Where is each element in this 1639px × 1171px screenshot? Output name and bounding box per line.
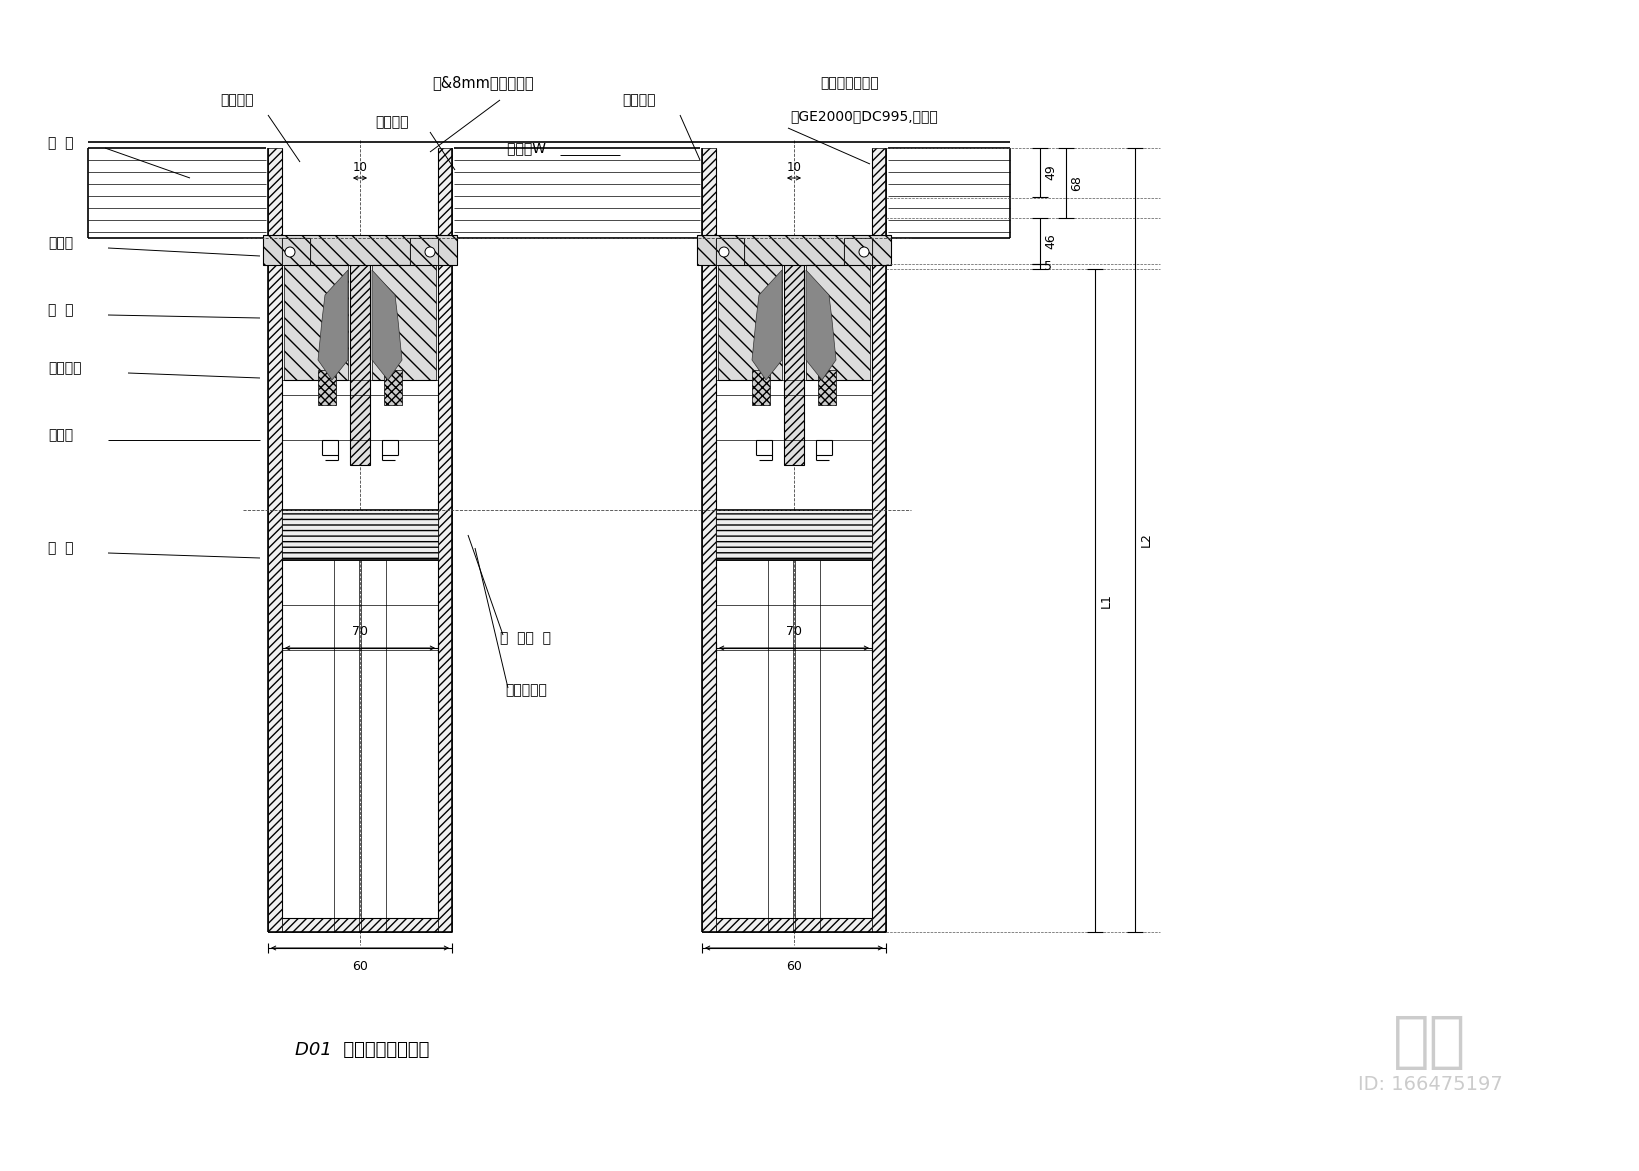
Text: L1: L1 <box>1100 593 1113 608</box>
Text: 挡风胶条: 挡风胶条 <box>621 93 656 107</box>
Circle shape <box>718 247 729 256</box>
Bar <box>349 235 370 465</box>
Bar <box>438 148 452 932</box>
Text: L2: L2 <box>1139 533 1152 547</box>
Bar <box>752 370 770 405</box>
Text: 摩擦锁杆: 摩擦锁杆 <box>48 361 82 375</box>
Circle shape <box>425 247 434 256</box>
Text: ID: 166475197: ID: 166475197 <box>1357 1075 1501 1095</box>
Bar <box>716 511 872 560</box>
Text: 耐候硅酮密封胶: 耐候硅酮密封胶 <box>820 76 879 90</box>
Text: （&8mm浮法白片）: （&8mm浮法白片） <box>431 75 533 90</box>
Bar <box>282 918 438 932</box>
Text: 60: 60 <box>352 959 367 972</box>
Bar <box>318 370 336 405</box>
Bar <box>262 235 457 265</box>
Bar <box>701 148 716 932</box>
Text: 46: 46 <box>1044 233 1057 249</box>
Text: 68: 68 <box>1069 174 1082 191</box>
Text: D01  玻璃幕墙竖框节点: D01 玻璃幕墙竖框节点 <box>295 1041 429 1059</box>
Text: 横  ：：  框: 横 ：： 框 <box>500 631 551 645</box>
Text: 格尺寸W: 格尺寸W <box>493 141 546 155</box>
Bar <box>267 148 282 932</box>
Bar <box>372 265 436 381</box>
Polygon shape <box>372 271 402 381</box>
Text: 胶  条: 胶 条 <box>48 136 74 150</box>
Text: 70: 70 <box>352 625 367 638</box>
Bar <box>716 918 872 932</box>
Text: 框中心胶条: 框中心胶条 <box>505 683 546 697</box>
Bar <box>410 238 438 265</box>
Bar <box>783 235 803 465</box>
Text: 玻璃钩边: 玻璃钩边 <box>220 93 254 107</box>
Bar <box>384 370 402 405</box>
Bar <box>697 235 890 265</box>
Bar <box>716 238 744 265</box>
Text: 49: 49 <box>1044 165 1057 180</box>
Bar <box>805 265 869 381</box>
Bar <box>718 265 782 381</box>
Text: 扇附框: 扇附框 <box>48 237 74 249</box>
Bar <box>844 238 872 265</box>
Text: 知末: 知末 <box>1393 1013 1465 1071</box>
Circle shape <box>859 247 869 256</box>
Circle shape <box>285 247 295 256</box>
Bar <box>282 238 310 265</box>
Bar <box>282 511 438 560</box>
Text: 胶  条: 胶 条 <box>48 303 74 317</box>
Bar <box>872 148 885 932</box>
Text: 60: 60 <box>785 959 801 972</box>
Text: （GE2000或DC995,黑色）: （GE2000或DC995,黑色） <box>790 109 938 123</box>
Text: 摩擦片: 摩擦片 <box>48 427 74 441</box>
Text: 70: 70 <box>785 625 801 638</box>
Text: 竖  框: 竖 框 <box>48 541 74 555</box>
Bar <box>284 265 347 381</box>
Polygon shape <box>805 271 836 381</box>
Polygon shape <box>318 271 347 381</box>
Text: 5: 5 <box>1044 260 1051 273</box>
Text: 钢化玻璃: 钢化玻璃 <box>375 115 408 129</box>
Bar <box>818 370 836 405</box>
Text: 10: 10 <box>787 162 801 174</box>
Text: 10: 10 <box>352 162 367 174</box>
Polygon shape <box>752 271 782 381</box>
